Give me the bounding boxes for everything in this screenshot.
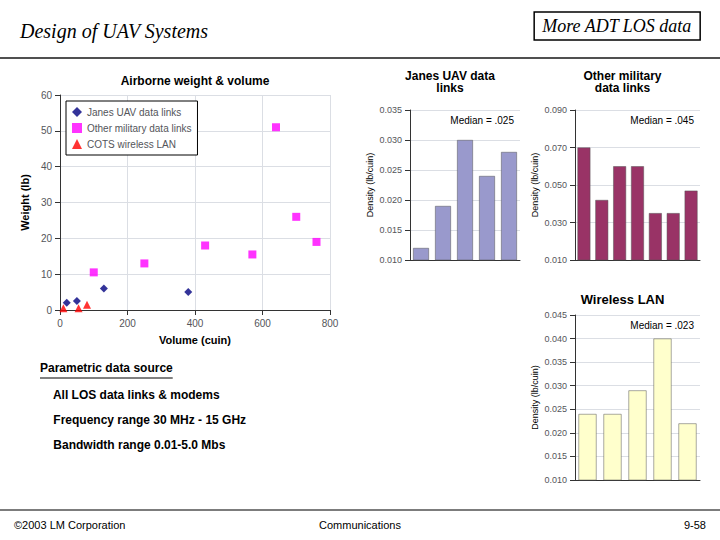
svg-text:30: 30 xyxy=(41,197,53,208)
svg-text:800: 800 xyxy=(322,318,339,329)
svg-text:Communications: Communications xyxy=(319,519,401,531)
svg-text:©2003 LM Corporation: ©2003 LM Corporation xyxy=(14,519,125,531)
svg-text:0.050: 0.050 xyxy=(544,180,567,190)
svg-text:0.020: 0.020 xyxy=(544,428,567,438)
svg-text:Density (lb/cuin): Density (lb/cuin) xyxy=(365,153,375,218)
svg-text:Parametric data source: Parametric data source xyxy=(40,361,173,375)
svg-text:400: 400 xyxy=(187,318,204,329)
svg-text:0.025: 0.025 xyxy=(544,404,567,414)
svg-text:All LOS data links & modems: All LOS data links & modems xyxy=(40,388,220,402)
svg-text:Other military: Other military xyxy=(583,69,662,83)
svg-text:40: 40 xyxy=(41,161,53,172)
svg-text:0.090: 0.090 xyxy=(544,105,567,115)
svg-text:Median = .045: Median = .045 xyxy=(630,115,694,126)
svg-text:0.030: 0.030 xyxy=(379,135,402,145)
svg-text:Density (lb/cuin): Density (lb/cuin) xyxy=(530,153,540,218)
svg-text:Density (lb/cuin): Density (lb/cuin) xyxy=(530,365,540,430)
svg-text:Bandwidth range 0.01-5.0 Mbs: Bandwidth range 0.01-5.0 Mbs xyxy=(40,438,226,452)
svg-text:0.070: 0.070 xyxy=(544,143,567,153)
svg-text:Frequency range 30 MHz - 15 GH: Frequency range 30 MHz - 15 GHz xyxy=(40,413,246,427)
svg-text:COTS wireless LAN: COTS wireless LAN xyxy=(87,139,176,150)
svg-text:0: 0 xyxy=(46,305,52,316)
svg-text:links: links xyxy=(436,81,464,95)
svg-text:Median = .025: Median = .025 xyxy=(450,115,514,126)
svg-text:0.025: 0.025 xyxy=(379,165,402,175)
svg-text:Janes UAV data links: Janes UAV data links xyxy=(87,107,181,118)
svg-text:Design of UAV Systems: Design of UAV Systems xyxy=(19,20,208,43)
svg-text:0.010: 0.010 xyxy=(379,255,402,265)
svg-text:Median = .023: Median = .023 xyxy=(630,320,694,331)
svg-text:Janes UAV data: Janes UAV data xyxy=(405,69,495,83)
svg-text:10: 10 xyxy=(41,269,53,280)
svg-text:Weight (lb): Weight (lb) xyxy=(19,174,31,231)
svg-text:20: 20 xyxy=(41,233,53,244)
svg-text:0.030: 0.030 xyxy=(544,381,567,391)
svg-text:0.015: 0.015 xyxy=(544,451,567,461)
svg-text:0.010: 0.010 xyxy=(544,255,567,265)
svg-text:600: 600 xyxy=(254,318,271,329)
svg-text:9-58: 9-58 xyxy=(684,519,706,531)
svg-text:data links: data links xyxy=(595,81,651,95)
svg-text:0: 0 xyxy=(57,318,63,329)
svg-text:60: 60 xyxy=(41,90,53,101)
svg-text:Airborne weight & volume: Airborne weight & volume xyxy=(121,74,270,88)
svg-text:200: 200 xyxy=(119,318,136,329)
svg-text:Volume (cuin): Volume (cuin) xyxy=(159,334,231,346)
svg-text:0.035: 0.035 xyxy=(544,357,567,367)
svg-text:0.040: 0.040 xyxy=(544,334,567,344)
svg-text:50: 50 xyxy=(41,125,53,136)
svg-text:Other military data links: Other military data links xyxy=(87,123,191,134)
svg-text:0.015: 0.015 xyxy=(379,225,402,235)
svg-text:0.045: 0.045 xyxy=(544,310,567,320)
svg-text:Wireless LAN: Wireless LAN xyxy=(581,292,665,307)
svg-text:0.035: 0.035 xyxy=(379,105,402,115)
svg-text:0.020: 0.020 xyxy=(379,195,402,205)
svg-text:0.030: 0.030 xyxy=(544,218,567,228)
svg-text:0.010: 0.010 xyxy=(544,475,567,485)
svg-text:More ADT LOS data: More ADT LOS data xyxy=(541,16,691,36)
